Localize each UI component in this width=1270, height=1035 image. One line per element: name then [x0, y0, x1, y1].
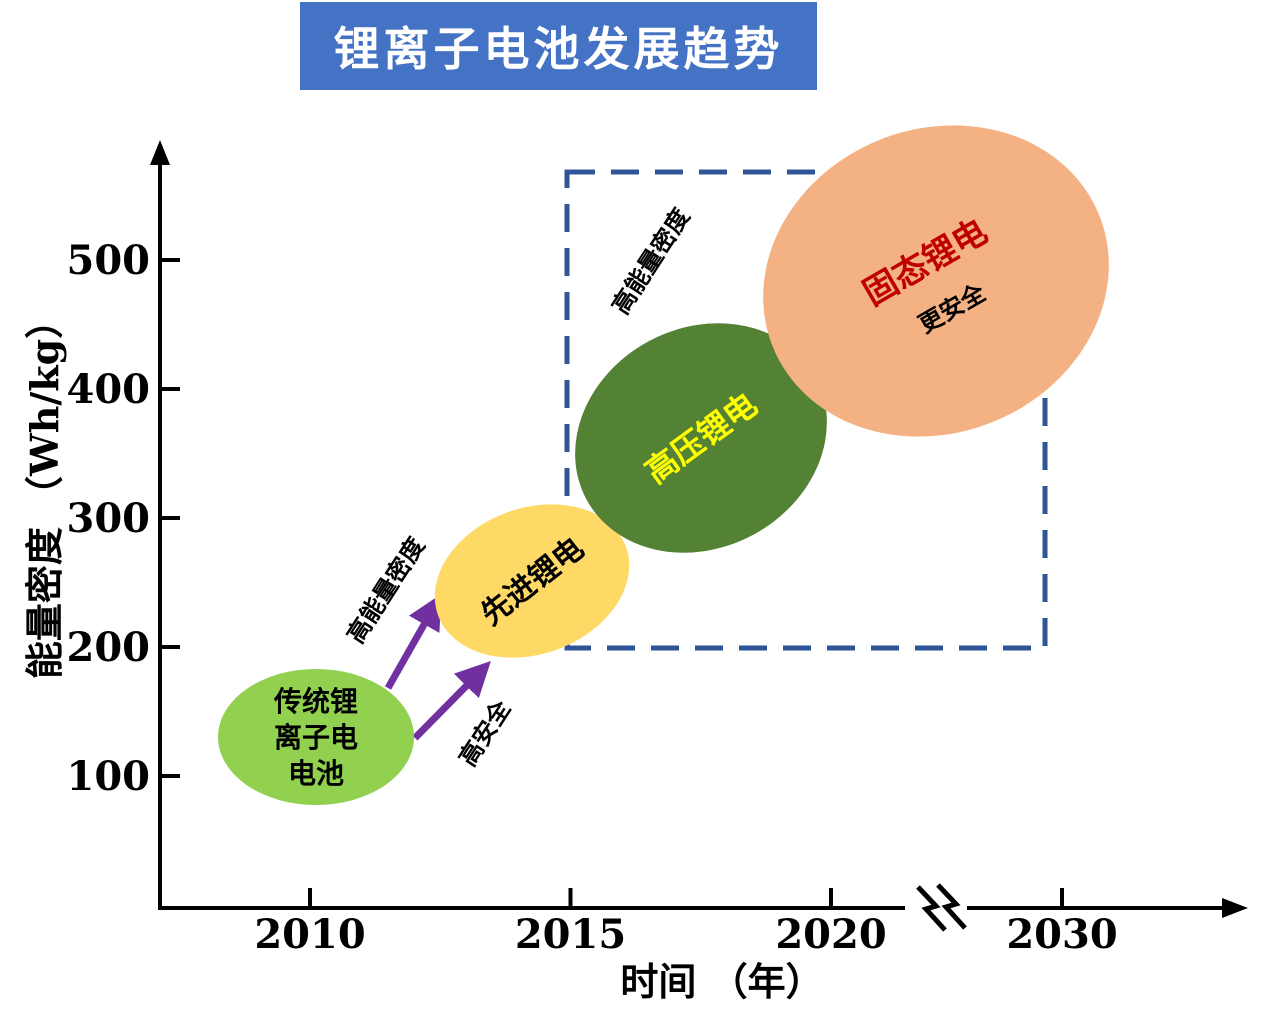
stage-label-1-line-3: 电池 — [288, 757, 344, 790]
dashed-region-box — [564, 169, 1048, 651]
x-tick-label-2015: 2015 — [515, 911, 626, 958]
y-tick-label-400: 400 — [67, 366, 151, 413]
x-tick-label-2030: 2030 — [1006, 911, 1117, 958]
annotation-high-safety: 高安全 — [453, 694, 517, 771]
upper-arrow — [384, 593, 442, 690]
x-tick-label-2010: 2010 — [254, 911, 365, 958]
x-axis-arrowhead — [1222, 898, 1248, 918]
axis-break-icon — [905, 883, 967, 932]
stage-label-1-line-2: 离子电 — [274, 721, 358, 754]
x-tick-label-2020: 2020 — [775, 911, 886, 958]
stage-ellipse-4 — [763, 125, 1109, 437]
stage-ellipse-3 — [575, 323, 827, 553]
annotation-high-energy-box: 高能量密度 — [606, 202, 696, 319]
y-tick-label-100: 100 — [67, 753, 151, 800]
chart-title: 锂离子电池发展趋势 — [300, 2, 817, 90]
lower-arrow — [412, 661, 491, 741]
stage-bubble-2: 先进锂电 — [434, 504, 630, 658]
stage-label-1-line-1: 传统锂 — [273, 685, 358, 718]
y-tick-label-300: 300 — [67, 495, 151, 542]
y-tick-label-200: 200 — [67, 624, 151, 671]
x-axis-title: 时间 （年） — [620, 959, 823, 1004]
y-axis-title: 能量密度 （Wh/kg） — [22, 301, 67, 679]
stage-ellipse-1 — [218, 669, 414, 805]
stage-ellipse-2 — [434, 504, 630, 658]
y-axis-arrowhead — [150, 140, 170, 165]
stage-bubble-3: 高压锂电 — [575, 323, 827, 553]
y-tick-label-500: 500 — [67, 237, 151, 284]
